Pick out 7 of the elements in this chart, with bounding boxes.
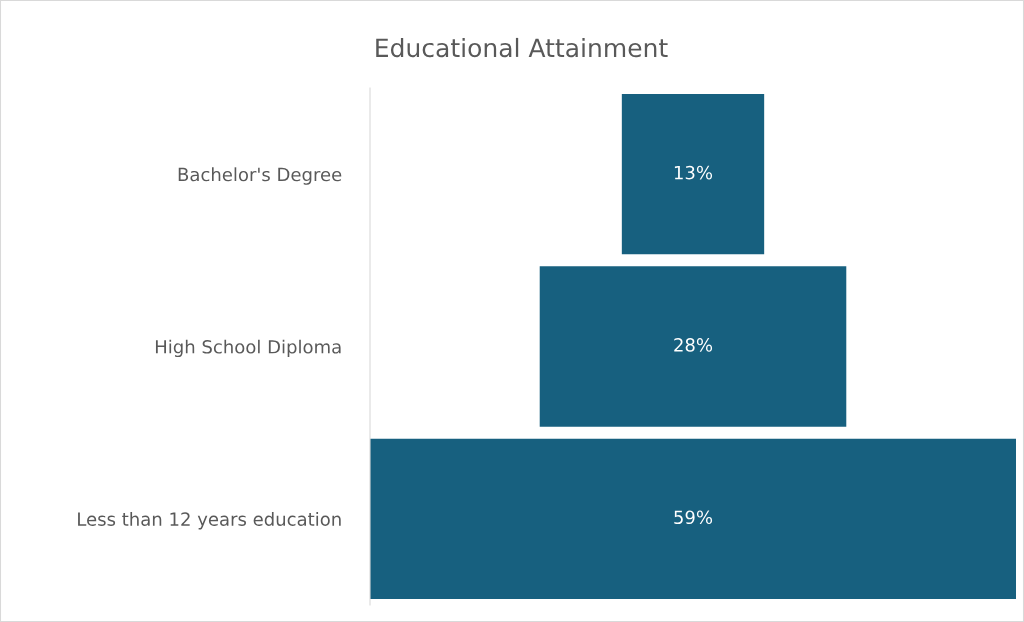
category-label: High School Diploma xyxy=(155,339,341,358)
category-label: Bachelor's Degree xyxy=(178,167,342,185)
text: Educational Attainment xyxy=(376,37,668,58)
data-label: 59% xyxy=(674,510,713,525)
data-label: 28% xyxy=(674,338,713,352)
data-label: 13% xyxy=(674,165,713,180)
category-label: Less than 12 years education xyxy=(78,511,341,530)
